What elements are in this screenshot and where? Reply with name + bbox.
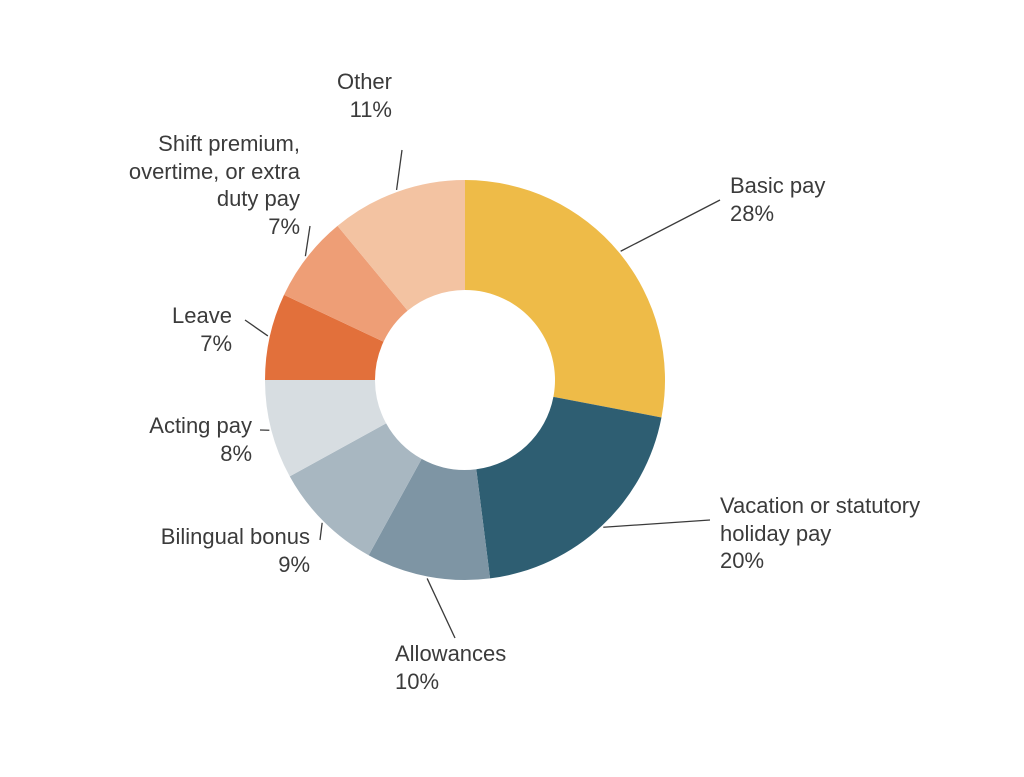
slice-label: Other 11% [337,68,392,123]
leader-line [305,226,310,256]
donut-chart [0,0,1024,777]
donut-slice [476,397,661,579]
leader-line [427,578,455,638]
slice-label: Vacation or statutory holiday pay 20% [720,492,920,575]
slice-label: Allowances 10% [395,640,506,695]
slice-label: Acting pay 8% [149,412,252,467]
leader-line [397,150,402,190]
donut-slice [465,180,665,417]
slice-label: Bilingual bonus 9% [161,523,310,578]
slice-label: Leave 7% [172,302,232,357]
leader-line [621,200,720,251]
slice-label: Shift premium, overtime, or extra duty p… [129,130,300,240]
leader-line [245,320,268,336]
leader-line [603,520,710,527]
leader-line [320,523,322,540]
slice-label: Basic pay 28% [730,172,825,227]
